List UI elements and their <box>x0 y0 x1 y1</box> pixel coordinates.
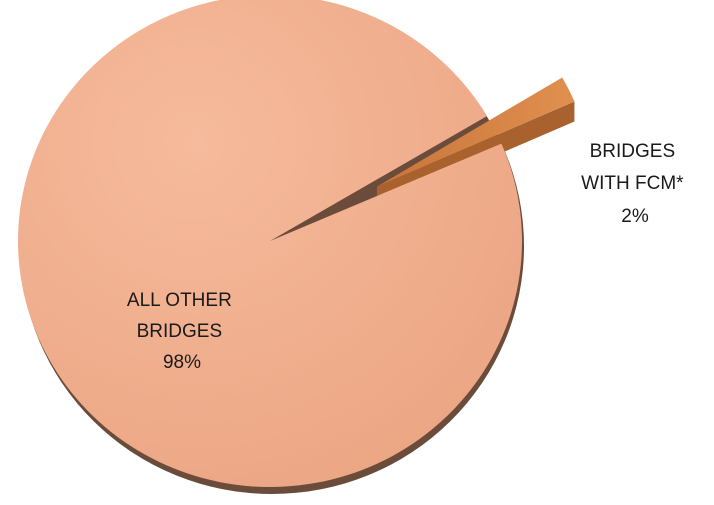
label-all-other-value: 98% <box>163 352 201 373</box>
label-fcm-line2: WITH FCM* <box>581 173 684 194</box>
label-bridges-with-fcm: BRIDGES WITH FCM* 2% <box>581 141 689 227</box>
label-fcm-line1: BRIDGES <box>590 141 676 162</box>
label-fcm-value: 2% <box>621 206 649 227</box>
label-all-other-line1: ALL OTHER <box>127 290 232 311</box>
label-all-other-bridges: ALL OTHER BRIDGES 98% <box>127 290 237 373</box>
label-all-other-line2: BRIDGES <box>137 321 223 342</box>
pie-slice-bridges-with-fcm <box>376 77 575 187</box>
pie-slice-all-other-bridges <box>17 0 522 487</box>
